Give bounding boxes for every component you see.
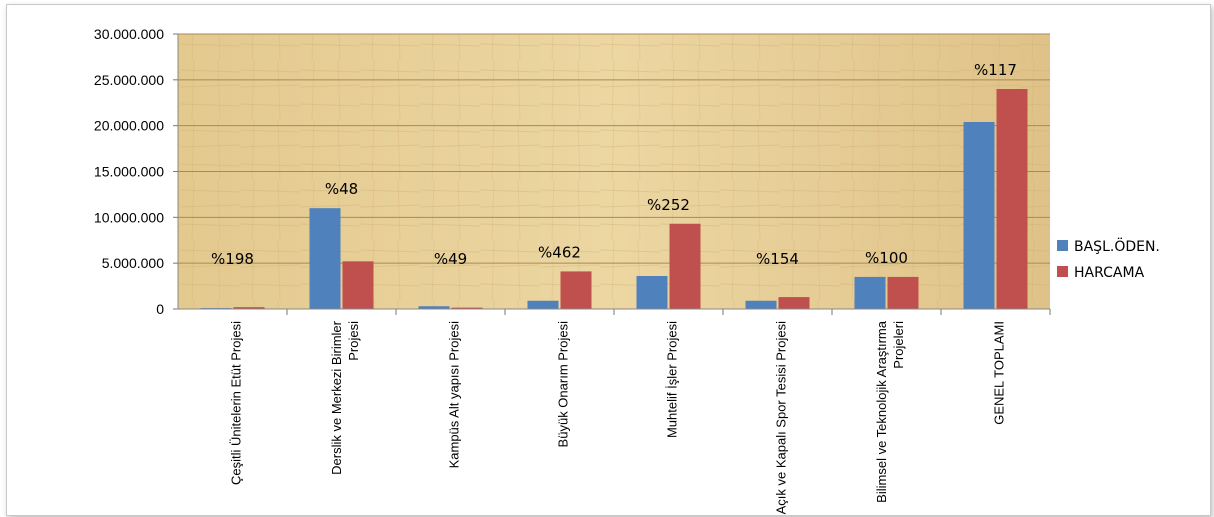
x-category-label-line: Açık ve Kapalı Spor Tesisi Projesi [774, 321, 789, 515]
bar-harcama [778, 297, 810, 309]
percent-label: %462 [538, 243, 581, 261]
bar-basl-oden [309, 208, 341, 309]
percent-label: %100 [865, 249, 908, 267]
bars [200, 89, 1028, 309]
y-tick-label: 30.000.000 [94, 26, 164, 42]
x-category-label: Bilimsel ve Teknolojik Araştırma Projeler… [874, 320, 906, 503]
percent-label: %252 [647, 196, 690, 214]
x-category-label-line: Derslik ve Merkezi Birimler [329, 320, 344, 475]
percent-label: %154 [756, 250, 799, 268]
x-category-label-line: Bilimsel ve Teknolojik Araştırma [874, 320, 889, 503]
legend-swatch [1057, 266, 1068, 277]
y-tick-label: 15.000.000 [94, 164, 164, 180]
y-axis: 0 5.000.000 10.000.000 15.000.000 20.000.000… [94, 26, 179, 317]
bar-harcama [996, 89, 1028, 309]
percent-label: %48 [325, 180, 358, 198]
x-category-label-line: Muhtelif İşler Projesi [665, 321, 680, 438]
bar-basl-oden [527, 300, 559, 309]
x-category-label: Kampüs Alt yapısı Projesi [447, 321, 462, 469]
percent-label: %49 [434, 250, 467, 268]
bar-harcama [233, 307, 265, 309]
percent-label: %198 [211, 250, 254, 268]
bar-basl-oden [418, 306, 450, 309]
x-category-label-line: Projesi [346, 321, 361, 361]
x-category-label: GENEL TOPLAMI [992, 321, 1007, 425]
percent-label: %117 [974, 61, 1017, 79]
y-tick-label: 20.000.000 [94, 118, 164, 134]
bar-basl-oden [636, 276, 668, 309]
bar-harcama [887, 276, 919, 309]
x-category-label-line: Kampüs Alt yapısı Projesi [447, 321, 462, 469]
bar-harcama [451, 307, 483, 309]
y-tick-label: 0 [156, 301, 164, 317]
x-category-label: Çeşitli Ünitelerin Etüt Projesi [229, 321, 244, 485]
bar-basl-oden [745, 300, 777, 309]
y-tick-label: 25.000.000 [94, 72, 164, 88]
x-category-label-line: GENEL TOPLAMI [992, 321, 1007, 425]
x-axis: Çeşitli Ünitelerin Etüt Projesi Derslik v… [178, 308, 1051, 515]
y-tick-label: 10.000.000 [94, 209, 164, 225]
x-category-label: Açık ve Kapalı Spor Tesisi Projesi [774, 321, 789, 515]
x-category-label: Büyük Onarım Projesi [556, 321, 571, 448]
x-category-label-line: Çeşitli Ünitelerin Etüt Projesi [229, 321, 244, 485]
y-tick-label: 5.000.000 [102, 255, 164, 271]
legend-label: BAŞL.ÖDEN. [1074, 237, 1160, 255]
legend-swatch [1057, 240, 1068, 251]
bar-harcama [342, 261, 374, 309]
bar-basl-oden [963, 122, 995, 309]
bar-harcama [560, 271, 592, 309]
x-category-label: Derslik ve Merkezi Birimler Projesi [329, 320, 361, 475]
x-category-label: Muhtelif İşler Projesi [665, 321, 680, 438]
legend-label: HARCAMA [1074, 265, 1145, 281]
x-category-label-line: Büyük Onarım Projesi [556, 321, 571, 448]
bar-harcama [669, 223, 701, 309]
bar-basl-oden [854, 276, 886, 309]
legend: BAŞL.ÖDEN. HARCAMA [1057, 237, 1160, 281]
percentage-annotations: %198 %48 %49 %462 %252 %154 %100 %117 [211, 61, 1017, 268]
gridlines [178, 33, 1050, 264]
x-category-label-line: Projeleri [891, 321, 906, 369]
